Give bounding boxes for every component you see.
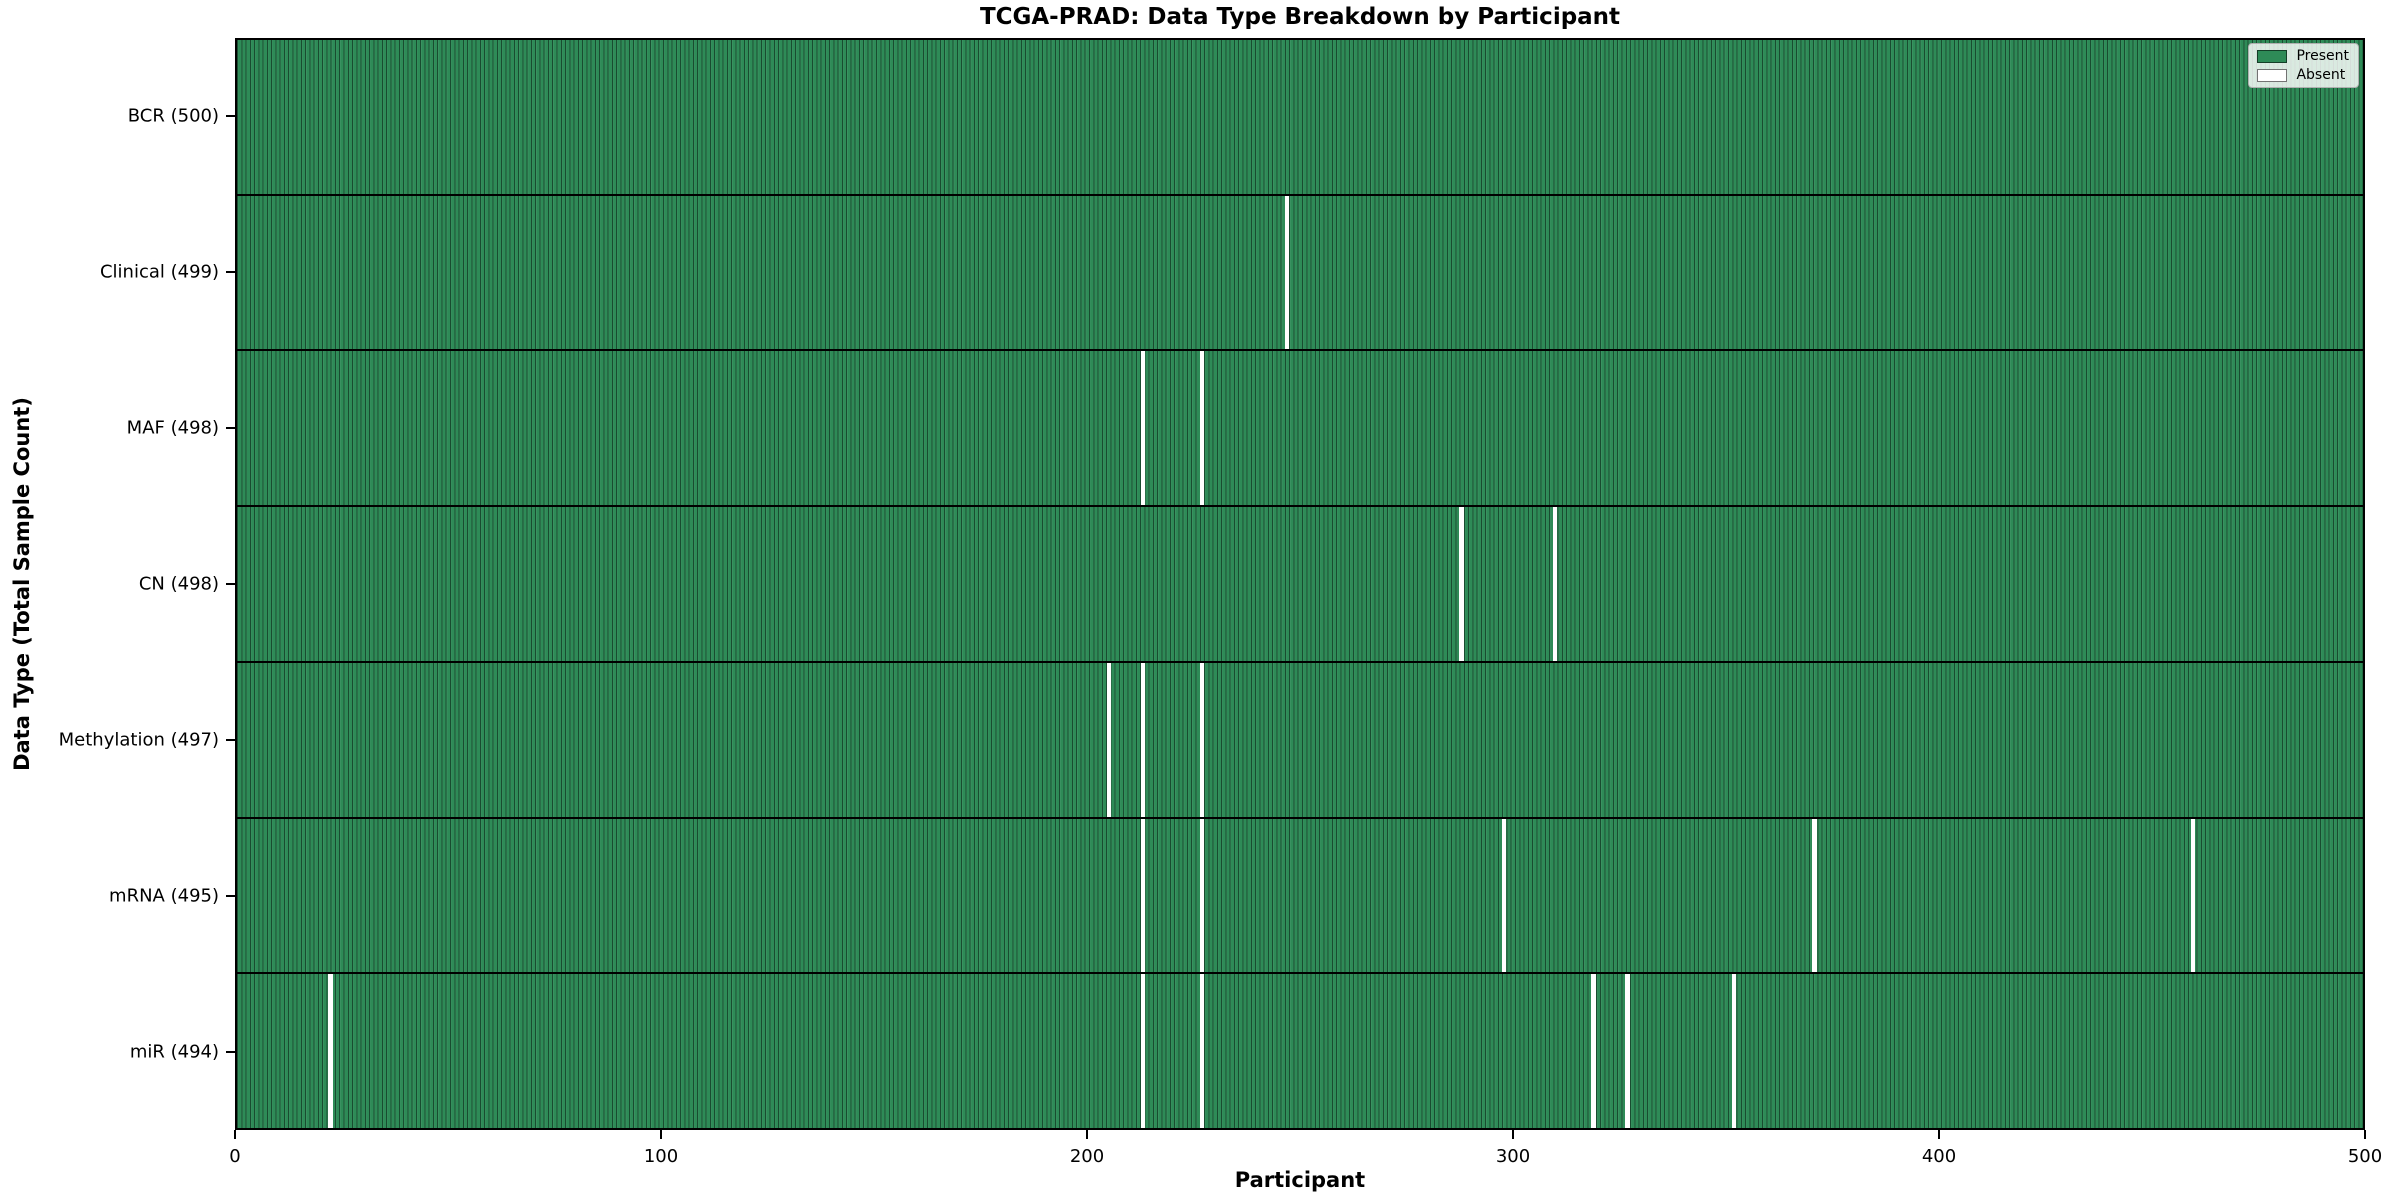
absent-gap [1552, 507, 1558, 661]
heatmap-row-bcr [237, 40, 2363, 194]
absent-gap [1106, 662, 1111, 817]
y-tick-label: Clinical (499) [99, 261, 219, 283]
y-tick-mark [226, 271, 235, 273]
heatmap-row-clinical [237, 193, 2363, 350]
absent-gap [1812, 818, 1817, 973]
x-tick-label: 300 [1495, 1146, 1531, 1167]
absent-gap [1591, 974, 1596, 1129]
absent-gap [2190, 818, 2196, 973]
x-tick-label: 500 [2347, 1146, 2383, 1167]
x-tick-mark [2364, 1130, 2366, 1139]
absent-gap [1140, 818, 1145, 973]
absent-gap [1140, 974, 1145, 1129]
absent-gap [1200, 974, 1205, 1129]
y-tick-mark [226, 115, 235, 117]
y-tick-mark [226, 427, 235, 429]
absent-gap [1200, 818, 1205, 973]
absent-gap [1625, 974, 1630, 1129]
x-tick-label: 400 [1921, 1146, 1957, 1167]
x-tick-mark [1938, 1130, 1940, 1139]
x-tick-mark [1086, 1130, 1088, 1139]
y-tick-mark [226, 739, 235, 741]
heatmap-row-methylation [237, 660, 2363, 817]
legend-label: Present [2296, 48, 2349, 64]
legend-label: Absent [2296, 67, 2346, 83]
x-tick-label: 100 [643, 1146, 679, 1167]
x-axis-label: Participant [1234, 1168, 1366, 1192]
legend-item-absent: Absent [2257, 68, 2349, 82]
absent-gap [1459, 507, 1464, 661]
x-tick-label: 200 [1069, 1146, 1105, 1167]
legend-swatch-present [2257, 49, 2288, 63]
x-tick-mark [234, 1130, 236, 1139]
y-tick-mark [226, 895, 235, 897]
legend-item-present: Present [2257, 49, 2349, 63]
y-tick-label: BCR (500) [127, 105, 219, 127]
y-tick-label: mRNA (495) [109, 885, 219, 907]
absent-gap [1501, 818, 1507, 973]
heatmap-row-mir [237, 972, 2363, 1129]
y-tick-mark [226, 1051, 235, 1053]
absent-gap [1200, 351, 1205, 506]
y-tick-label: Methylation (497) [58, 729, 219, 751]
x-tick-mark [660, 1130, 662, 1139]
x-tick-label: 0 [229, 1146, 241, 1167]
x-tick-mark [1512, 1130, 1514, 1139]
y-tick-label: miR (494) [129, 1041, 219, 1063]
heatmap-row-maf [237, 349, 2363, 506]
absent-gap [1200, 662, 1205, 817]
legend-swatch-absent [2257, 68, 2288, 82]
y-tick-mark [226, 583, 235, 585]
legend: Present Absent [2248, 43, 2359, 88]
y-tick-label: CN (498) [138, 573, 219, 595]
y-tick-label: MAF (498) [126, 417, 219, 439]
absent-gap [1731, 974, 1736, 1129]
absent-gap [328, 974, 333, 1129]
absent-gap [1140, 662, 1145, 817]
absent-gap [1140, 351, 1145, 506]
plot-area [235, 38, 2365, 1130]
heatmap-row-cn [237, 505, 2363, 661]
chart-title: TCGA-PRAD: Data Type Breakdown by Partic… [979, 4, 1621, 30]
absent-gap [1285, 195, 1290, 350]
heatmap-row-mrna [237, 816, 2363, 973]
